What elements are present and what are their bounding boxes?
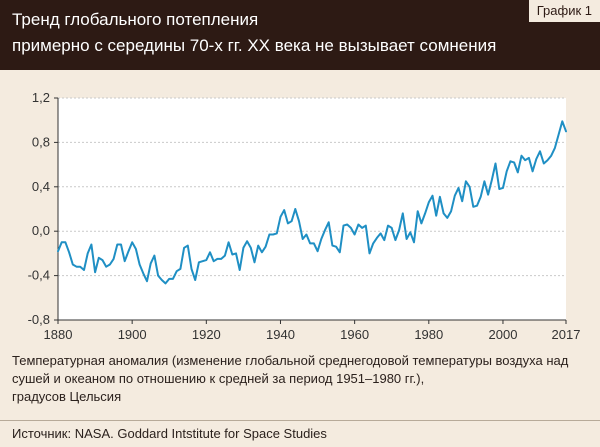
x-tick-label: 1880: [44, 327, 73, 342]
y-tick-label: 0,0: [32, 223, 50, 238]
header-bar: Тренд глобального потепления примерно с …: [0, 0, 600, 70]
source-note: Источник: NASA. Goddard Intstitute for S…: [12, 426, 327, 441]
y-tick-label: -0,8: [28, 312, 50, 327]
y-tick-label: -0,4: [28, 268, 50, 283]
x-tick-label: 2000: [489, 327, 518, 342]
x-tick-label: 2017: [552, 327, 581, 342]
caption-line-2: сушей и океаном по отношению к средней з…: [12, 371, 425, 386]
line-chart: -0,8 -0,4 0,0 0,4 0,8 1,2 1880 1900 1920 1940 1960…: [28, 90, 581, 342]
x-tick-label: 1900: [118, 327, 147, 342]
x-tick-label: 1940: [266, 327, 295, 342]
y-tick-label: 0,8: [32, 134, 50, 149]
caption-line-1: Температурная аномалия (изменение глобал…: [12, 353, 569, 368]
chart-title-line-2: примерно с середины 70-х гг. XX века не …: [12, 36, 497, 55]
plot-area: [58, 98, 566, 320]
caption-line-3: градусов Цельсия: [12, 389, 122, 404]
x-tick-label: 1960: [340, 327, 369, 342]
source-divider: [0, 420, 600, 421]
chart-number-badge: График 1: [528, 0, 600, 22]
x-tick-label: 1980: [414, 327, 443, 342]
x-tick-label: 1920: [192, 327, 221, 342]
y-tick-label: 1,2: [32, 90, 50, 105]
temperature-anomaly-line: [57, 120, 567, 285]
chart-title-line-1: Тренд глобального потепления: [12, 10, 259, 29]
y-tick-label: 0,4: [32, 179, 50, 194]
chart-caption: Температурная аномалия (изменение глобал…: [12, 352, 592, 406]
